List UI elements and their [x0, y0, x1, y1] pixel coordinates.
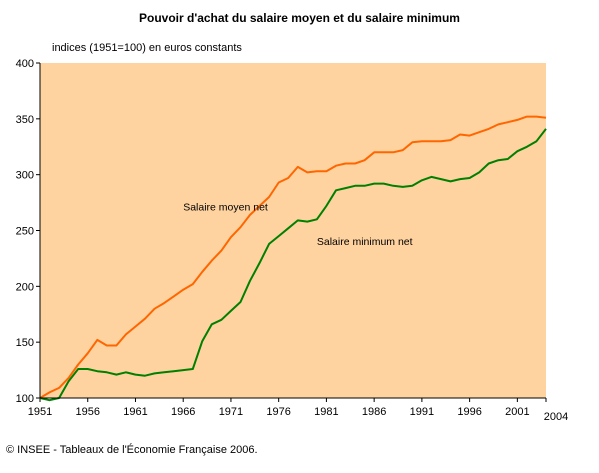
x-tick-label: 1986 [362, 406, 386, 418]
source-footer: © INSEE - Tableaux de l'Économie Françai… [6, 444, 258, 456]
x-tick-label: 1961 [123, 406, 147, 418]
x-tick-label: 1956 [75, 406, 99, 418]
salaire-moyen-label: Salaire moyen net [183, 201, 268, 213]
chart-title: Pouvoir d'achat du salaire moyen et du s… [139, 11, 460, 25]
y-tick-label: 300 [16, 170, 34, 182]
plot-area [40, 63, 546, 398]
x-tick-label: 1981 [314, 406, 338, 418]
salaire-moyen-line [39, 115, 547, 399]
x-tick-label: 1971 [219, 406, 243, 418]
y-tick-label: 200 [16, 281, 34, 293]
x-tick-label: 1951 [28, 406, 52, 418]
x-tick-label: 2004 [544, 411, 568, 423]
y-tick-label: 100 [16, 393, 34, 405]
y-tick-label: 150 [16, 337, 34, 349]
y-tick-label: 400 [16, 58, 34, 70]
x-tick-label: 1976 [266, 406, 290, 418]
x-tick-label: 1991 [410, 406, 434, 418]
x-tick-label: 2001 [505, 406, 529, 418]
y-tick-label: 250 [16, 226, 34, 238]
x-tick-label: 1996 [457, 406, 481, 418]
salaire-minimum-line [39, 128, 547, 402]
y-tick-label: 350 [16, 114, 34, 126]
x-tick-label: 1966 [171, 406, 195, 418]
salaire-minimum-label: Salaire minimum net [317, 236, 413, 248]
y-axis-unit-label: indices (1951=100) en euros constants [52, 42, 242, 54]
